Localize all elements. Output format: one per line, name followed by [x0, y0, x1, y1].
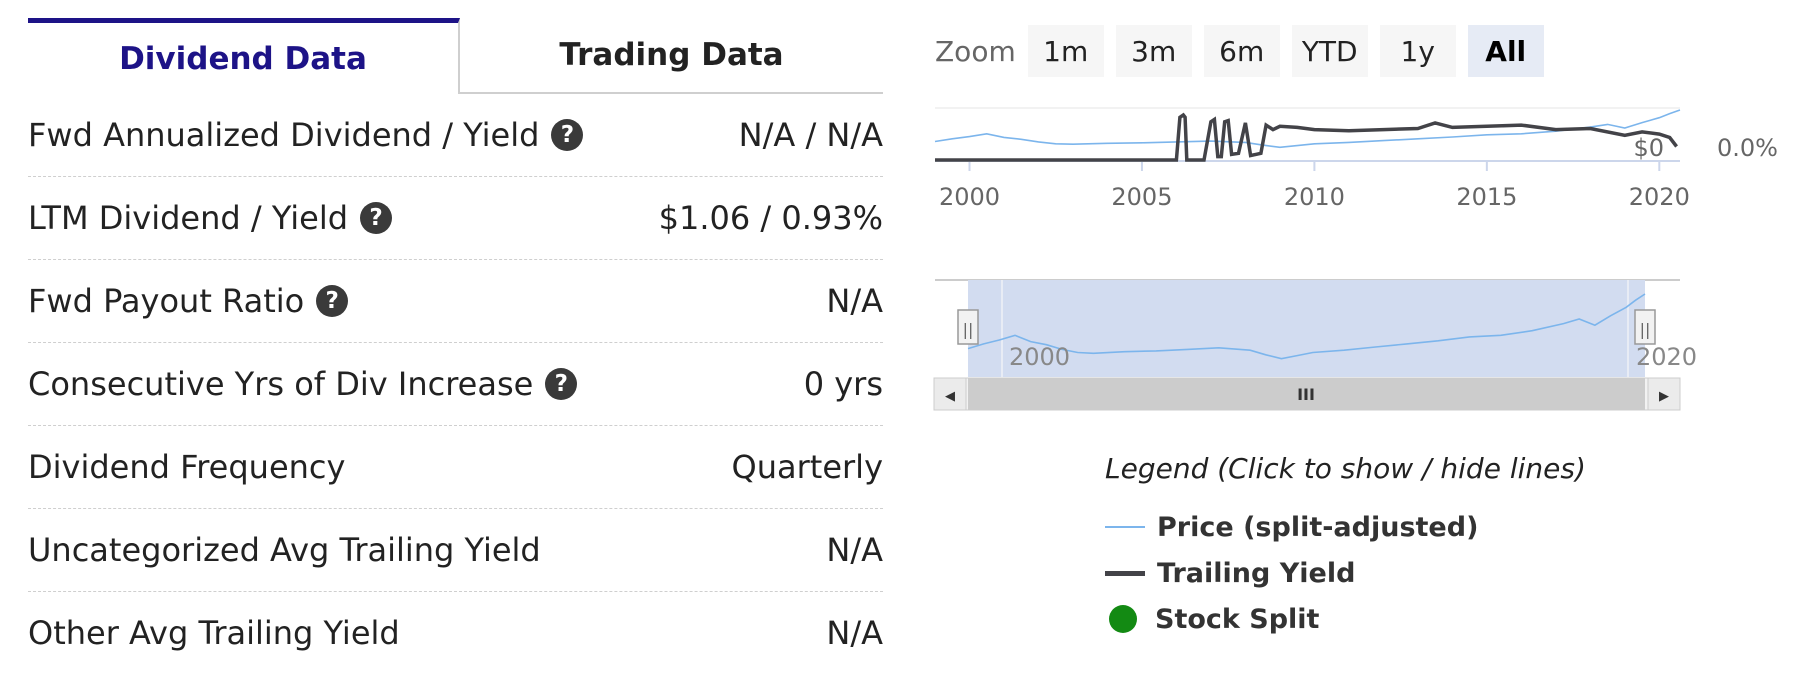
- table-row: Uncategorized Avg Trailing Yield N/A: [28, 509, 883, 592]
- handle-grip-icon: ||: [1640, 320, 1651, 339]
- dividend-panel: Dividend Data Trading Data Fwd Annualize…: [28, 18, 883, 674]
- row-label: Uncategorized Avg Trailing Yield: [28, 531, 541, 569]
- row-value: N/A: [826, 282, 883, 320]
- x-tick-label: 2015: [1456, 183, 1517, 211]
- row-value: N/A: [826, 531, 883, 569]
- help-icon[interactable]: ?: [551, 119, 584, 151]
- zoom-bar: Zoom 1m 3m 6m YTD 1y All: [935, 24, 1556, 78]
- legend-item-price[interactable]: Price (split-adjusted): [1105, 507, 1478, 547]
- table-row: LTM Dividend / Yield? $1.06 / 0.93%: [28, 177, 883, 260]
- stock-split-dot-icon: [1109, 605, 1137, 633]
- legend-item-trailing-yield[interactable]: Trailing Yield: [1105, 553, 1355, 593]
- zoom-1y-button[interactable]: 1y: [1379, 25, 1456, 77]
- zoom-ytd-button[interactable]: YTD: [1291, 25, 1368, 77]
- price-series-line[interactable]: [934, 109, 1681, 149]
- legend-item-label: Stock Split: [1155, 603, 1320, 635]
- help-icon[interactable]: ?: [545, 368, 578, 400]
- row-value: N/A: [826, 614, 883, 652]
- navigator: 2000 2020 || || III ◀ ▶: [933, 279, 1697, 411]
- row-value: $1.06 / 0.93%: [658, 199, 883, 237]
- x-axis-ticks: 2000 2005 2010 2015 2020: [939, 161, 1690, 211]
- table-row: Other Avg Trailing Yield N/A: [28, 592, 883, 674]
- navigator-right-handle[interactable]: ||: [1634, 309, 1656, 345]
- scrollbar-thumb[interactable]: [968, 378, 1645, 410]
- row-label: Other Avg Trailing Yield: [28, 614, 400, 652]
- row-label: Dividend Frequency: [28, 448, 346, 486]
- scroll-right-button[interactable]: ▶: [1647, 377, 1681, 411]
- zoom-label: Zoom: [935, 34, 1016, 68]
- zoom-1m-button[interactable]: 1m: [1027, 25, 1104, 77]
- table-row: Fwd Payout Ratio? N/A: [28, 260, 883, 343]
- legend-item-label: Trailing Yield: [1157, 557, 1356, 589]
- tab-bar: Dividend Data Trading Data: [28, 18, 883, 94]
- arrow-left-icon: ◀: [945, 389, 955, 404]
- row-value: Quarterly: [731, 448, 883, 486]
- row-label: LTM Dividend / Yield: [28, 199, 349, 237]
- main-plot: 2000 2005 2010 2015 2020 $0 0.0%: [934, 107, 1778, 211]
- scrollbar-grip-icon: III: [1297, 385, 1315, 404]
- table-row: Consecutive Yrs of Div Increase? 0 yrs: [28, 343, 883, 426]
- x-tick-label: 2020: [1629, 183, 1690, 211]
- zoom-3m-button[interactable]: 3m: [1115, 25, 1192, 77]
- dividend-table: Fwd Annualized Dividend / Yield? N/A / N…: [28, 94, 883, 674]
- navigator-left-handle[interactable]: ||: [957, 309, 979, 345]
- scroll-left-button[interactable]: ◀: [933, 377, 967, 411]
- trailing-yield-series-line[interactable]: [935, 112, 1678, 162]
- row-label: Consecutive Yrs of Div Increase: [28, 365, 534, 403]
- x-tick-label: 2000: [939, 183, 1000, 211]
- table-row: Fwd Annualized Dividend / Yield? N/A / N…: [28, 94, 883, 177]
- left-axis-label: $0: [1633, 134, 1664, 162]
- handle-grip-icon: ||: [963, 320, 974, 339]
- tab-dividend-data[interactable]: Dividend Data: [28, 18, 460, 94]
- arrow-right-icon: ▶: [1659, 389, 1669, 404]
- row-label: Fwd Annualized Dividend / Yield: [28, 116, 540, 154]
- x-tick-label: 2010: [1284, 183, 1345, 211]
- zoom-all-button[interactable]: All: [1467, 25, 1544, 77]
- price-line-icon: [1105, 526, 1145, 528]
- navigator-price-line: [967, 293, 1646, 360]
- row-value: 0 yrs: [803, 365, 883, 403]
- table-row: Dividend Frequency Quarterly: [28, 426, 883, 509]
- x-tick-label: 2005: [1111, 183, 1172, 211]
- yield-line-icon: [1105, 570, 1145, 576]
- legend-item-stock-split[interactable]: Stock Split: [1105, 599, 1319, 639]
- legend-item-label: Price (split-adjusted): [1157, 511, 1479, 543]
- legend-title: Legend (Click to show / hide lines): [1105, 452, 1586, 485]
- navigator-selection[interactable]: [968, 280, 1645, 377]
- help-icon[interactable]: ?: [316, 285, 349, 317]
- row-value: N/A / N/A: [738, 116, 883, 154]
- navigator-tick-label: 2020: [1636, 343, 1697, 371]
- zoom-6m-button[interactable]: 6m: [1203, 25, 1280, 77]
- help-icon[interactable]: ?: [360, 202, 393, 234]
- tab-trading-data[interactable]: Trading Data: [460, 18, 883, 94]
- navigator-tick-label: 2000: [1009, 343, 1070, 371]
- right-axis-label: 0.0%: [1717, 134, 1778, 162]
- row-label: Fwd Payout Ratio: [28, 282, 305, 320]
